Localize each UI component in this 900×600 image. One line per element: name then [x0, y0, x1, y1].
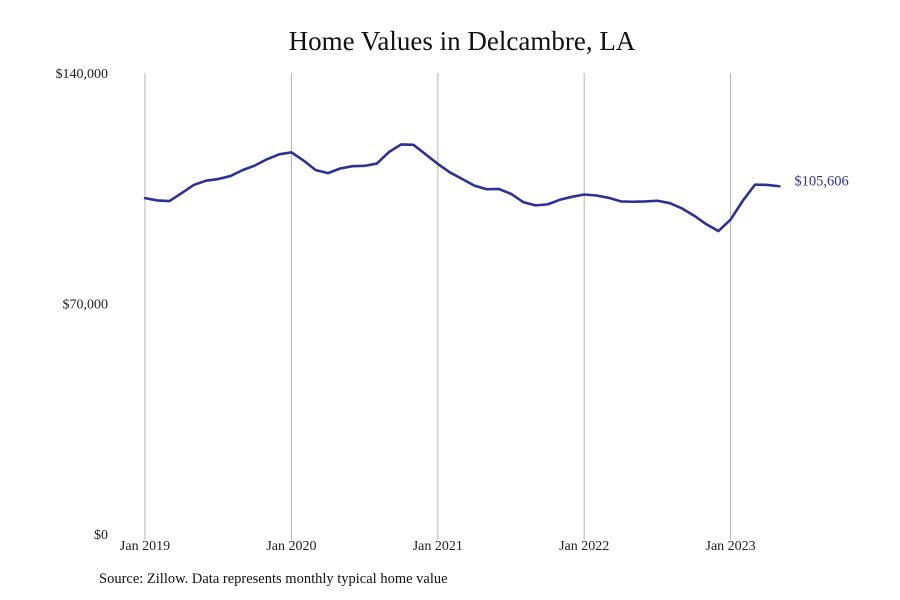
vertical-gridlines: [144, 73, 732, 540]
data-point-2021-07: [510, 193, 512, 195]
data-point-2019-02: [156, 199, 158, 201]
data-point-2019-12: [278, 153, 280, 155]
data-point-2023-01: [729, 218, 731, 220]
data-point-2019-07: [217, 178, 219, 180]
end-value-label: $105,606: [794, 173, 848, 189]
data-point-2022-06: [644, 200, 646, 202]
data-point-2020-07: [363, 165, 365, 167]
x-tick-label: Jan 2021: [413, 539, 463, 554]
data-point-2023-02: [742, 200, 744, 202]
series-line-home-value: [143, 143, 781, 233]
data-point-2021-06: [498, 188, 500, 190]
y-tick-label: $0: [94, 528, 108, 543]
data-point-2021-11: [559, 199, 561, 201]
data-point-2019-09: [241, 169, 243, 171]
data-point-2022-08: [668, 202, 670, 204]
source-note: Source: Zillow. Data represents monthly …: [99, 571, 448, 587]
data-point-2022-02: [595, 194, 597, 196]
x-tick-label: Jan 2019: [120, 539, 170, 554]
data-point-2022-03: [607, 197, 609, 199]
data-point-2022-04: [620, 200, 622, 202]
data-point-2020-12: [424, 153, 426, 155]
data-point-2019-05: [193, 184, 195, 186]
data-point-2021-10: [546, 203, 548, 205]
data-point-2020-09: [388, 151, 390, 153]
data-point-2020-08: [376, 162, 378, 164]
data-point-2020-01: [290, 151, 292, 153]
y-axis-tick-labels: $0 $70,000 $140,000: [56, 67, 109, 543]
data-point-2020-03: [315, 169, 317, 171]
data-point-2021-05: [485, 188, 487, 190]
data-point-2022-10: [693, 214, 695, 216]
y-tick-label: $70,000: [63, 298, 109, 313]
data-point-2022-01: [583, 193, 585, 195]
data-point-2019-11: [266, 158, 268, 160]
series-points: [144, 143, 781, 232]
data-point-2019-03: [168, 200, 170, 202]
x-tick-label: Jan 2022: [559, 539, 609, 554]
data-point-2021-12: [571, 196, 573, 198]
data-point-2021-01: [437, 163, 439, 165]
x-tick-label: Jan 2023: [706, 539, 756, 554]
data-point-2021-08: [522, 201, 524, 203]
chart-title: Home Values in Delcambre, LA: [288, 26, 636, 56]
data-point-2022-05: [632, 201, 634, 203]
data-point-2020-11: [412, 144, 414, 146]
data-point-2021-09: [534, 204, 536, 206]
data-point-2020-05: [339, 167, 341, 169]
x-tick-label: Jan 2020: [266, 539, 316, 554]
data-point-2022-12: [717, 230, 719, 232]
data-point-2021-04: [473, 184, 475, 186]
data-point-2023-03: [754, 183, 756, 185]
data-point-2019-01: [144, 197, 146, 199]
data-point-2020-10: [400, 143, 402, 145]
data-point-2020-04: [327, 172, 329, 174]
x-axis-tick-labels: Jan 2019 Jan 2020 Jan 2021 Jan 2022 Jan 2023: [120, 539, 756, 554]
data-point-2023-05: [778, 185, 780, 187]
data-point-2019-06: [205, 179, 207, 181]
data-point-2022-07: [656, 200, 658, 202]
data-point-2023-04: [766, 184, 768, 186]
data-point-2022-11: [705, 223, 707, 225]
data-point-2020-06: [351, 165, 353, 167]
y-tick-label: $140,000: [56, 67, 109, 82]
data-point-2021-02: [449, 171, 451, 173]
data-point-2021-03: [461, 178, 463, 180]
data-point-2022-09: [681, 207, 683, 209]
data-point-2019-04: [180, 192, 182, 194]
data-point-2020-02: [302, 159, 304, 161]
data-point-2019-10: [254, 164, 256, 166]
data-point-2019-08: [229, 175, 231, 177]
